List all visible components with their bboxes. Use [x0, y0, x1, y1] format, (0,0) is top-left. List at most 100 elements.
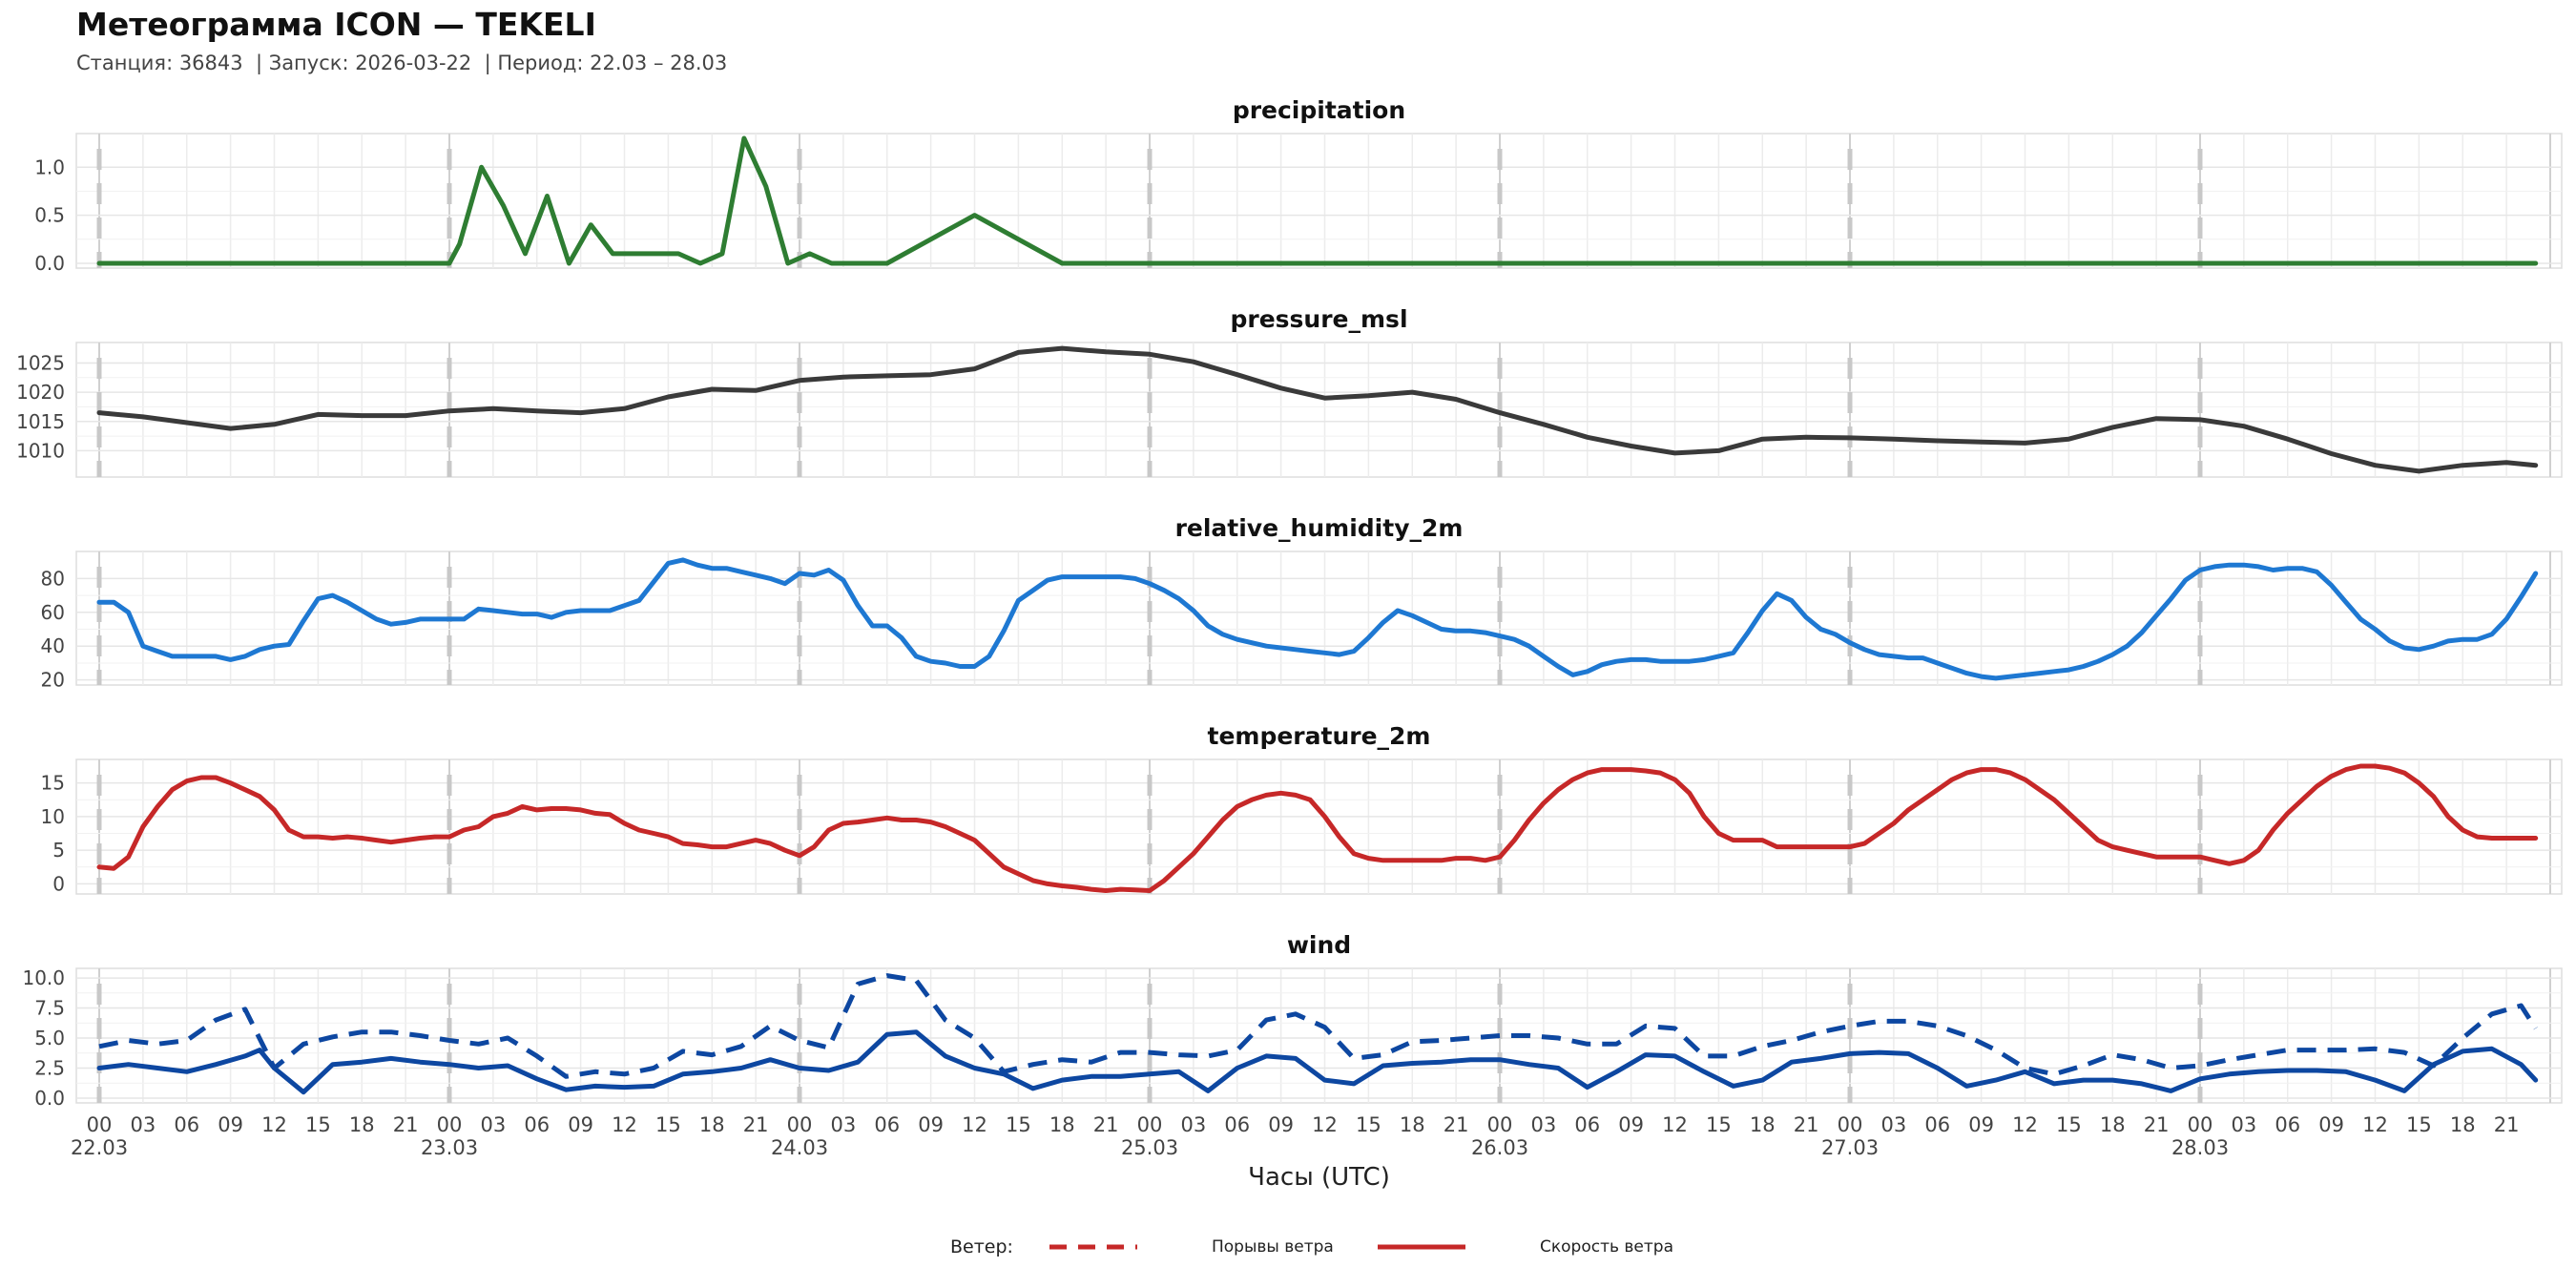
x-hour-tick-label: 03 [2232, 1113, 2257, 1136]
y-tick-label: 5.0 [34, 1027, 65, 1049]
x-hour-tick-label: 00 [787, 1113, 813, 1136]
x-hour-tick-label: 03 [1181, 1113, 1207, 1136]
x-hour-tick-label: 12 [962, 1113, 987, 1136]
legend-speed-label: Скорость ветра [1540, 1237, 1673, 1257]
x-hour-tick-label: 12 [1662, 1113, 1688, 1136]
panel-frame [75, 133, 2563, 269]
x-hour-tick-label: 03 [1881, 1113, 1907, 1136]
y-tick-label: 0 [52, 872, 65, 895]
y-tick-label: 1010 [16, 439, 65, 462]
wind-line [96, 1029, 2539, 1095]
x-hour-tick-label: 06 [2275, 1113, 2300, 1136]
y-tick-label: 60 [41, 601, 65, 624]
y-tick-label: 0.5 [34, 204, 65, 227]
x-hour-tick-label: 09 [918, 1113, 944, 1136]
x-day-tick-label: 28.03 [2171, 1136, 2229, 1159]
x-hour-tick-label: 18 [349, 1113, 375, 1136]
x-hour-tick-label: 06 [1574, 1113, 1600, 1136]
x-hour-tick-label: 18 [1400, 1113, 1425, 1136]
legend-speed-swatch [1378, 1244, 1465, 1250]
x-hour-tick-label: 03 [1531, 1113, 1557, 1136]
legend-gust-swatch [1049, 1244, 1137, 1250]
x-hour-tick-label: 00 [87, 1113, 113, 1136]
x-day-tick-label: 22.03 [71, 1136, 128, 1159]
y-tick-label: 1020 [16, 381, 65, 404]
page-subtitle: Станция: 36843 | Запуск: 2026-03-22 | Пе… [76, 52, 728, 74]
x-hour-tick-label: 21 [2144, 1113, 2170, 1136]
x-hour-tick-label: 00 [2188, 1113, 2213, 1136]
panel-title: precipitation [1233, 96, 1405, 124]
x-day-tick-label: 23.03 [421, 1136, 478, 1159]
temperature_2m-line [96, 763, 2539, 893]
meteogram-chart: 0.00.51.0precipitation1010101510201025pr… [16, 96, 2563, 1192]
x-axis-label: Часы (UTC) [1248, 1163, 1390, 1192]
x-hour-tick-label: 21 [1444, 1113, 1469, 1136]
x-hour-tick-label: 18 [2450, 1113, 2476, 1136]
x-hour-tick-label: 18 [1750, 1113, 1776, 1136]
x-hour-tick-label: 15 [1356, 1113, 1381, 1136]
x-hour-tick-label: 12 [1312, 1113, 1338, 1136]
page-title: Метеограмма ICON — TEKELI [76, 6, 596, 43]
x-hour-tick-label: 03 [481, 1113, 507, 1136]
x-hour-tick-label: 21 [2494, 1113, 2520, 1136]
x-hour-tick-label: 21 [1794, 1113, 1819, 1136]
x-hour-tick-label: 00 [437, 1113, 463, 1136]
y-tick-label: 0.0 [34, 1087, 65, 1110]
chart-legend: Ветер: Порывы ветра Скорость ветра [0, 1233, 2576, 1267]
x-day-tick-label: 26.03 [1471, 1136, 1528, 1159]
legend-gust-label: Порывы ветра [1212, 1237, 1334, 1257]
x-hour-tick-label: 21 [743, 1113, 769, 1136]
panel-frame [75, 967, 2563, 1104]
panel-title: pressure_msl [1230, 305, 1407, 333]
x-hour-tick-label: 06 [1924, 1113, 1950, 1136]
x-hour-tick-label: 18 [1049, 1113, 1075, 1136]
y-tick-label: 1015 [16, 410, 65, 433]
x-hour-tick-label: 00 [1838, 1113, 1863, 1136]
x-hour-tick-label: 15 [655, 1113, 681, 1136]
x-hour-tick-label: 15 [2056, 1113, 2082, 1136]
panel-title: relative_humidity_2m [1175, 514, 1464, 542]
y-tick-label: 1025 [16, 351, 65, 374]
x-hour-tick-label: 21 [393, 1113, 419, 1136]
y-tick-label: 0.0 [34, 252, 65, 275]
y-tick-label: 20 [41, 669, 65, 692]
x-hour-tick-label: 06 [874, 1113, 900, 1136]
x-hour-tick-label: 15 [305, 1113, 331, 1136]
panel-frame [75, 758, 2563, 895]
y-tick-label: 15 [41, 772, 65, 795]
y-tick-label: 7.5 [34, 997, 65, 1020]
wind-gust-line [98, 973, 2538, 1079]
y-tick-label: 2.5 [34, 1056, 65, 1079]
x-hour-tick-label: 09 [1618, 1113, 1644, 1136]
x-hour-tick-label: 09 [218, 1113, 243, 1136]
x-hour-tick-label: 00 [1137, 1113, 1163, 1136]
x-hour-tick-label: 12 [612, 1113, 637, 1136]
x-hour-tick-label: 09 [2318, 1113, 2344, 1136]
panel-title: wind [1287, 931, 1351, 959]
x-hour-tick-label: 15 [2406, 1113, 2432, 1136]
y-tick-label: 5 [52, 839, 65, 862]
x-day-tick-label: 25.03 [1121, 1136, 1178, 1159]
y-tick-label: 1.0 [34, 156, 65, 178]
x-hour-tick-label: 12 [2362, 1113, 2388, 1136]
y-tick-label: 80 [41, 567, 65, 590]
x-hour-tick-label: 06 [524, 1113, 550, 1136]
relative_humidity_2m-line [96, 557, 2539, 681]
x-hour-tick-label: 21 [1093, 1113, 1119, 1136]
y-tick-label: 10.0 [22, 966, 65, 989]
x-hour-tick-label: 06 [1224, 1113, 1250, 1136]
x-hour-tick-label: 12 [261, 1113, 287, 1136]
x-day-tick-label: 27.03 [1821, 1136, 1879, 1159]
x-hour-tick-label: 09 [568, 1113, 593, 1136]
x-hour-tick-label: 12 [2012, 1113, 2038, 1136]
x-hour-tick-label: 06 [174, 1113, 199, 1136]
x-hour-tick-label: 09 [1968, 1113, 1994, 1136]
precipitation-line [96, 135, 2539, 266]
y-tick-label: 40 [41, 634, 65, 657]
pressure_msl-line [96, 345, 2539, 474]
x-hour-tick-label: 03 [131, 1113, 156, 1136]
y-tick-label: 10 [41, 805, 65, 828]
legend-title: Ветер: [950, 1236, 1013, 1257]
x-hour-tick-label: 03 [831, 1113, 857, 1136]
x-hour-tick-label: 18 [2100, 1113, 2126, 1136]
